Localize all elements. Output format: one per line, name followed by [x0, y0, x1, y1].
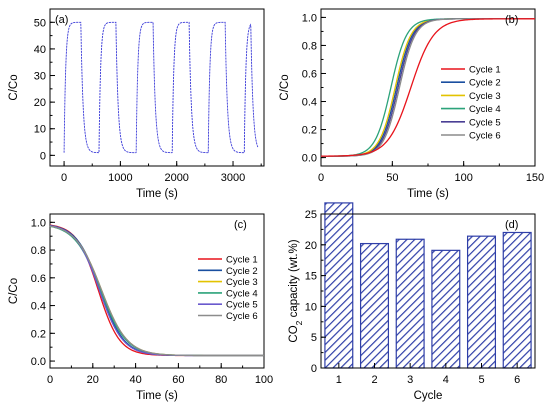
- y-tick-label-a: 0: [40, 150, 46, 162]
- y-tick-label-c: 0.8: [31, 245, 46, 257]
- x-tick-label-c: 60: [172, 374, 184, 386]
- x-tick-label-b: 50: [386, 172, 398, 184]
- x-axis-label-d: Cycle: [414, 390, 443, 402]
- y-tick-label-b: 0.8: [302, 40, 317, 52]
- y-axis-label-c: C/Co: [8, 278, 20, 304]
- y-tick-label-c: 0.2: [31, 328, 46, 340]
- x-axis-label-c: Time (s): [136, 390, 178, 402]
- x-tick-label-c: 40: [129, 374, 141, 386]
- x-tick-label-c: 20: [87, 374, 99, 386]
- legend-entry-b: Cycle 6: [469, 131, 501, 142]
- legend-entry-c: Cycle 2: [226, 266, 258, 277]
- x-axis-label-a: Time (s): [136, 188, 178, 200]
- panel-label-c: (c): [234, 219, 247, 231]
- x-tick-label-a: 2000: [164, 172, 188, 184]
- x-tick-label-d: 5: [478, 374, 484, 386]
- y-tick-label-c: 0.0: [31, 356, 46, 368]
- y-tick-label-a: 30: [34, 71, 46, 83]
- y-tick-label-b: 1.0: [302, 12, 317, 24]
- panel-c-desorption-curves: 0 20 40 60 80 100 0.0 0.2 0.4 0.6 0.8 1.0 Time (s) C/…: [8, 213, 273, 402]
- series-line-b-cycle-4: [321, 18, 535, 157]
- legend-entry-b: Cycle 5: [469, 117, 501, 128]
- y-axis-label-b: C/Co: [279, 74, 291, 100]
- bar-cycle-6: [502, 231, 532, 369]
- y-tick-label-c: 1.0: [31, 217, 46, 229]
- y-tick-label-c: 0.4: [31, 301, 46, 313]
- legend-entry-b: Cycle 3: [469, 91, 501, 102]
- series-line-b-cycle-2: [321, 18, 535, 157]
- x-tick-label-d: 4: [443, 374, 449, 386]
- legend-entry-c: Cycle 4: [226, 288, 258, 299]
- y-tick-label-b: 0.2: [302, 125, 317, 137]
- x-tick-label-b: 100: [454, 172, 472, 184]
- y-tick-label-d: 15: [305, 271, 317, 283]
- bar-cycle-4: [431, 249, 461, 369]
- x-tick-label-d: 1: [336, 374, 342, 386]
- x-tick-label-a: 1000: [108, 172, 132, 184]
- panel-label-b: (b): [505, 14, 518, 26]
- panel-label-a: (a): [55, 14, 68, 26]
- x-axis-label-b: Time (s): [407, 188, 449, 200]
- series-line-b-cycle-6: [321, 18, 535, 157]
- series-line-cycles: [63, 21, 259, 154]
- y-tick-label-d: 20: [305, 240, 317, 252]
- y-axis-label-d: CO2 capacity (wt.%): [288, 239, 304, 342]
- legend-entry-c: Cycle 3: [226, 277, 258, 288]
- plot-frame-a: [49, 8, 265, 167]
- legend-entry-c: Cycle 6: [226, 311, 258, 322]
- x-tick-label-a: 3000: [221, 172, 245, 184]
- y-tick-label-a: 20: [34, 97, 46, 109]
- series-line-b-cycle-3: [321, 18, 535, 157]
- bar-cycle-2: [359, 242, 390, 369]
- bar-cycle-1: [324, 202, 354, 369]
- x-tick-label-d: 3: [407, 374, 413, 386]
- y-tick-label-b: 0.4: [302, 97, 317, 109]
- y-tick-label-a: 10: [34, 124, 46, 136]
- y-axis-label-a: C/Co: [8, 74, 20, 100]
- series-line-b-cycle-5: [321, 18, 535, 157]
- x-tick-label-a: 0: [61, 172, 67, 184]
- panel-a-cycles-overview: 0 1000 2000 3000 0 10 20 30 40 50 Time (s) C/Co (a): [8, 8, 265, 200]
- y-tick-label-a: 50: [34, 17, 46, 29]
- y-tick-label-c: 0.6: [31, 273, 46, 285]
- y-tick-label-d: 10: [305, 301, 317, 313]
- legend-entry-c: Cycle 5: [226, 300, 258, 311]
- legend-entry-b: Cycle 1: [469, 65, 501, 76]
- bar-cycle-5: [466, 235, 497, 369]
- x-tick-label-d: 6: [514, 374, 520, 386]
- y-tick-label-b: 0.0: [302, 153, 317, 165]
- series-line-c-cycle-6: [49, 225, 264, 357]
- panel-d-capacity-bar-chart: 1 2 3 4 5 6 0 5 10 15 20 25 Cycle CO2 capacity (wt.%)…: [288, 202, 536, 402]
- panel-label-d: (d): [505, 219, 518, 231]
- x-tick-label-b: 150: [526, 172, 544, 184]
- y-tick-label-d: 0: [311, 363, 317, 375]
- x-tick-label-b: 0: [318, 172, 324, 184]
- y-tick-label-d: 25: [305, 209, 317, 221]
- x-tick-label-c: 0: [47, 374, 53, 386]
- x-tick-label-d: 2: [371, 374, 377, 386]
- legend-entry-b: Cycle 2: [469, 78, 501, 89]
- bar-cycle-3: [395, 238, 425, 369]
- y-tick-label-b: 0.6: [302, 68, 317, 80]
- y-tick-label-a: 40: [34, 44, 46, 56]
- legend-entry-b: Cycle 4: [469, 104, 501, 115]
- x-tick-label-c: 100: [255, 374, 273, 386]
- plot-frame-b: [320, 8, 536, 167]
- legend-b: Cycle 1 Cycle 2 Cycle 3 Cycle 4 Cycle 5 Cycle…: [441, 65, 501, 142]
- series-line-b-cycle-1: [320, 18, 535, 157]
- y-tick-label-d: 5: [311, 332, 317, 344]
- x-tick-label-c: 80: [215, 374, 227, 386]
- panel-b-breakthrough-curves: 0 50 100 150 0.0 0.2 0.4 0.6 0.8 1.0 Time (s) C/Co (…: [279, 8, 544, 200]
- legend-entry-c: Cycle 1: [226, 255, 258, 266]
